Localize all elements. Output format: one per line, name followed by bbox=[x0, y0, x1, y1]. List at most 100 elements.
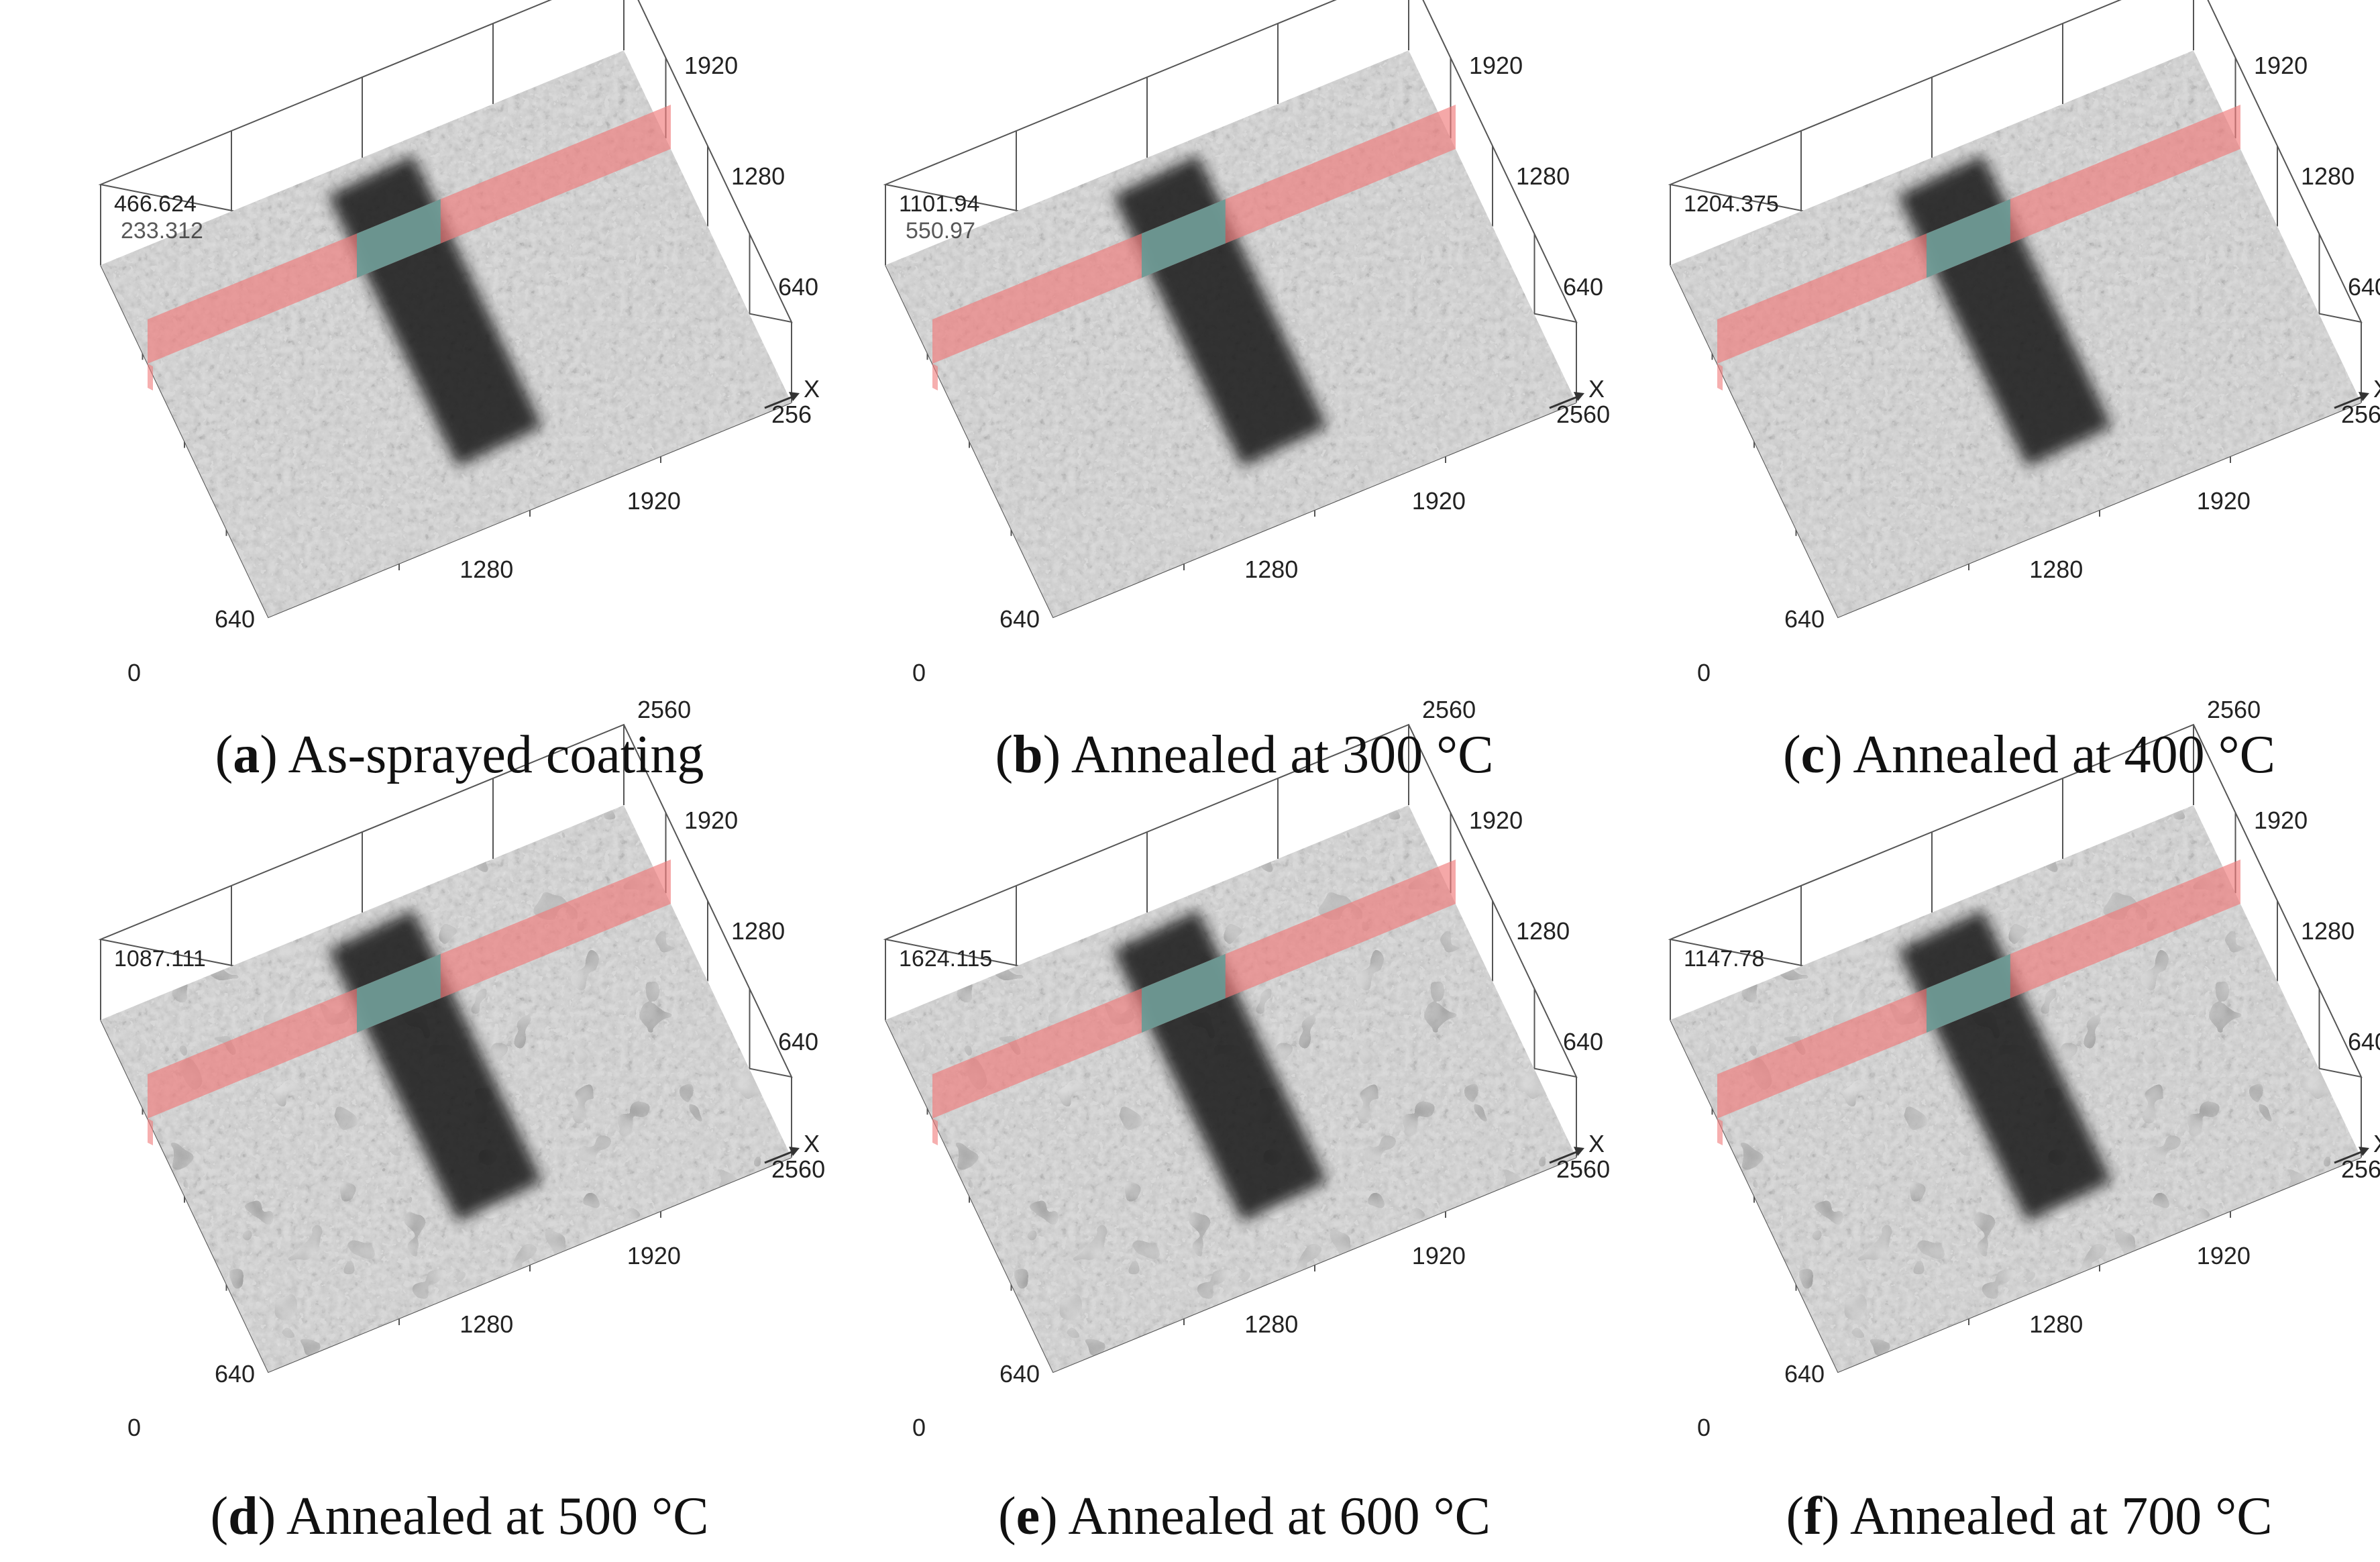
x-tick-label: 2560 bbox=[2341, 401, 2380, 428]
y-tick-label: 640 bbox=[2348, 273, 2380, 301]
panel-b: 0640128019202560256019201280640X1101.945… bbox=[883, 0, 1610, 686]
y-tick-label: 640 bbox=[778, 1028, 818, 1055]
y-tick-label: 1920 bbox=[1469, 806, 1523, 834]
section-overlap bbox=[1142, 199, 1226, 278]
x-tick-label: 2560 bbox=[1556, 401, 1610, 428]
y-tick-label: 1280 bbox=[1516, 162, 1570, 190]
x-tick-label: 1920 bbox=[627, 1242, 681, 1269]
panel-caption-text: Annealed at 700 °C bbox=[1849, 1487, 2273, 1546]
x-axis-arrow: X bbox=[2334, 375, 2380, 409]
y-tick-label: 2560 bbox=[637, 696, 691, 723]
x-axis-label: X bbox=[804, 375, 820, 403]
panel-caption-text: Annealed at 400 °C bbox=[1853, 725, 2275, 784]
panel-e: 0 640 1280 1920 2560 2560 1920 1280 640 X 1624.115 bbox=[883, 696, 1610, 1441]
panel-letter: f bbox=[1804, 1487, 1822, 1546]
panel-caption: (b) Annealed at 300 °C bbox=[995, 725, 1494, 784]
section-overlap bbox=[1927, 199, 2010, 278]
y-tick-label: 1920 bbox=[2254, 806, 2308, 834]
x-tick-label: 640 bbox=[999, 1360, 1040, 1388]
panel-f: 0 640 1280 1920 2560 2560 1920 1280 640 X 1147.78 bbox=[1668, 696, 2380, 1441]
x-tick-label: 1280 bbox=[1244, 556, 1298, 583]
y-tick-label: 1920 bbox=[684, 806, 738, 834]
x-tick-label: 0 bbox=[127, 659, 141, 686]
y-tick-label: 640 bbox=[2348, 1028, 2380, 1055]
z-max-label: 1147.78 bbox=[1684, 946, 1764, 972]
x-tick-label: 1280 bbox=[459, 1310, 513, 1338]
x-axis-arrow: X bbox=[764, 375, 820, 409]
y-tick-label: 1280 bbox=[2301, 162, 2355, 190]
x-tick-label: 0 bbox=[912, 659, 926, 686]
panel-letter: b bbox=[1013, 725, 1043, 784]
panel-letter: e bbox=[1016, 1487, 1040, 1546]
section-overlap bbox=[357, 199, 441, 278]
panel-letter: a bbox=[233, 725, 260, 784]
panel-caption-text: Annealed at 300 °C bbox=[1071, 725, 1494, 784]
z-mid-label: 550.97 bbox=[906, 218, 975, 244]
section-plane-drop bbox=[148, 364, 153, 390]
x-tick-label: 0 bbox=[912, 1414, 926, 1441]
y-tick-label: 1280 bbox=[2301, 917, 2355, 945]
y-tick-label: 1280 bbox=[731, 162, 785, 190]
x-axis-label: X bbox=[1588, 1130, 1605, 1157]
x-tick-label: 1280 bbox=[2029, 1310, 2083, 1338]
panel-caption-text: Annealed at 500 °C bbox=[286, 1487, 709, 1546]
panel-letter: d bbox=[228, 1487, 258, 1546]
panel-caption: (f) Annealed at 700 °C bbox=[1786, 1487, 2273, 1546]
x-tick-label: 640 bbox=[1784, 605, 1825, 633]
y-tick-label: 2560 bbox=[2207, 696, 2261, 723]
y-tick-label: 2560 bbox=[1422, 696, 1476, 723]
x-tick-label: 1280 bbox=[2029, 556, 2083, 583]
z-max-label: 1101.94 bbox=[899, 191, 979, 217]
panel-caption: (e) Annealed at 600 °C bbox=[998, 1487, 1491, 1546]
panel-letter: c bbox=[1800, 725, 1825, 784]
x-tick-label: 640 bbox=[215, 1360, 255, 1388]
y-tick-label: 1280 bbox=[1516, 917, 1570, 945]
z-max-label: 466.624 bbox=[114, 191, 197, 217]
x-axis-label: X bbox=[804, 1130, 820, 1157]
x-tick-label: 0 bbox=[1697, 1414, 1711, 1441]
section-plane-drop bbox=[932, 364, 938, 390]
z-max-label: 1204.375 bbox=[1684, 191, 1779, 217]
z-max-label: 1624.115 bbox=[899, 946, 992, 972]
panel-caption-text: Annealed at 600 °C bbox=[1068, 1487, 1491, 1546]
x-tick-label: 0 bbox=[127, 1414, 141, 1441]
section-overlap bbox=[357, 953, 441, 1033]
x-tick-label: 1920 bbox=[2197, 487, 2251, 515]
x-tick-label: 1280 bbox=[1244, 1310, 1298, 1338]
panel-caption-text: As-sprayed coating bbox=[288, 725, 704, 784]
z-mid-label: 233.312 bbox=[121, 218, 203, 244]
x-axis-arrow: X bbox=[764, 1130, 820, 1164]
section-overlap bbox=[1927, 953, 2010, 1033]
x-axis-label: X bbox=[2373, 375, 2380, 403]
section-plane-drop bbox=[932, 1118, 938, 1145]
x-tick-label: 1920 bbox=[627, 487, 681, 515]
y-tick-label: 1920 bbox=[2254, 52, 2308, 79]
axis-ticks: 064012801920256256019201280640 bbox=[127, 52, 818, 686]
y-tick-label: 640 bbox=[778, 273, 818, 301]
y-tick-label: 1920 bbox=[684, 52, 738, 79]
x-tick-label: 640 bbox=[215, 605, 255, 633]
x-tick-label: 2560 bbox=[1556, 1155, 1610, 1183]
x-tick-label: 1920 bbox=[1412, 487, 1466, 515]
panel-caption: (c) Annealed at 400 °C bbox=[1783, 725, 2275, 784]
panel-d: 0 640 1280 1920 2560 2560 1920 1280 640 X 1087.111 bbox=[98, 696, 825, 1441]
x-tick-label: 0 bbox=[1697, 659, 1711, 686]
x-axis-arrow: X bbox=[2334, 1130, 2380, 1164]
z-max-label: 1087.111 bbox=[114, 946, 206, 972]
x-axis-arrow: X bbox=[1549, 375, 1605, 409]
x-axis-arrow: X bbox=[1549, 1130, 1605, 1164]
x-axis-label: X bbox=[2373, 1130, 2380, 1157]
panel-caption: (a) As-sprayed coating bbox=[215, 725, 704, 784]
x-tick-label: 2560 bbox=[2341, 1155, 2380, 1183]
y-tick-label: 640 bbox=[1563, 273, 1603, 301]
section-plane-drop bbox=[148, 1118, 153, 1145]
x-tick-label: 2560 bbox=[771, 1155, 825, 1183]
section-plane-drop bbox=[1717, 364, 1723, 390]
panel-a: 064012801920256256019201280640X466.62423… bbox=[98, 0, 820, 686]
x-tick-label: 640 bbox=[1784, 1360, 1825, 1388]
